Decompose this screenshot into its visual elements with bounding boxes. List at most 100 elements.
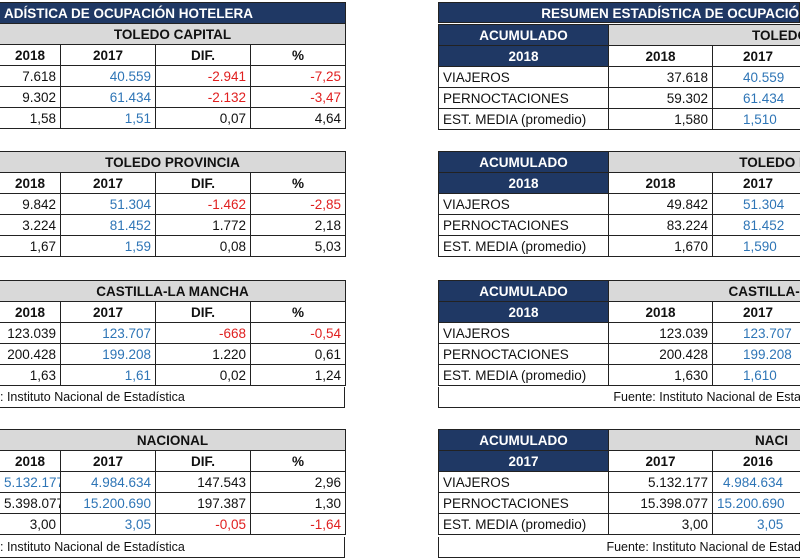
acumulado-year: 2018: [438, 45, 609, 67]
row-label: VIAJEROS: [438, 322, 609, 344]
cell: 199.208: [711, 343, 800, 365]
col-header: 2017: [711, 45, 800, 67]
col-header: 2017: [711, 301, 800, 323]
cell: 51.304: [60, 193, 156, 215]
cell: 4,64: [249, 107, 347, 129]
cell: 51.304: [711, 193, 800, 215]
cell: 3,00: [608, 513, 713, 535]
cell: 5.132.177: [0, 471, 61, 493]
cell: -668: [155, 322, 251, 344]
cell: -2.132: [155, 86, 251, 108]
cell: 1,30: [250, 492, 346, 514]
cell: 199.208: [60, 343, 156, 365]
col-header: 2017: [711, 172, 800, 194]
cell: 61.434: [60, 86, 156, 108]
col-header: 2018: [608, 172, 713, 194]
region-title: NACI: [608, 429, 800, 451]
col-header: DIF.: [155, 44, 251, 66]
cell: 1,610: [711, 364, 800, 386]
cell: 1,630: [608, 364, 713, 386]
cell: 1,67: [0, 235, 61, 257]
col-header: 2017: [60, 44, 156, 66]
cell: 1,590: [711, 235, 800, 257]
col-header: 2017: [60, 450, 156, 472]
cell: 61.434: [711, 87, 800, 109]
col-header: %: [249, 301, 347, 323]
acumulado-label: ACUMULADO: [438, 151, 609, 173]
row-label: VIAJEROS: [438, 471, 609, 493]
acumulado-label: ACUMULADO: [438, 24, 609, 46]
cell: 0,61: [249, 343, 347, 365]
cell: 123.707: [60, 322, 156, 344]
source-note: : Instituto Nacional de Estadística: [0, 537, 345, 558]
cell: 37.618: [608, 66, 713, 88]
col-header: 2017: [60, 172, 156, 194]
cell: 197.387: [155, 492, 251, 514]
block-title: TOLEDO PROVINCIA: [0, 151, 347, 173]
right-table-toledo-provincia: ACUMULADO TOLEDO P 2018 2018 2017 VIAJER…: [438, 151, 800, 257]
cell: 4.984.634: [712, 471, 800, 493]
cell: 0,08: [155, 235, 251, 257]
cell: 1.220: [155, 343, 251, 365]
cell: 3,05: [60, 513, 156, 535]
cell: 1,61: [60, 364, 156, 386]
row-label: EST. MEDIA (promedio): [438, 364, 609, 386]
cell: 81.452: [60, 214, 156, 236]
cell: 1,58: [0, 107, 61, 129]
cell: 200.428: [608, 343, 713, 365]
col-header: %: [249, 172, 347, 194]
col-header: 2018: [0, 450, 61, 472]
region-title: TOLEDO: [607, 24, 800, 46]
acumulado-label: ACUMULADO: [438, 429, 609, 451]
col-header: 2018: [608, 301, 713, 323]
col-header: DIF.: [155, 301, 251, 323]
col-header: 2016: [712, 450, 800, 472]
row-label: PERNOCTACIONES: [438, 214, 609, 236]
col-header: %: [250, 450, 346, 472]
source-note: Fuente: Instituto Nacional de Esta: [438, 387, 800, 408]
row-label: VIAJEROS: [438, 66, 609, 88]
block-title: TOLEDO CAPITAL: [0, 23, 347, 45]
cell: 1,59: [60, 235, 156, 257]
cell: 4.984.634: [60, 471, 156, 493]
left-table-nacional: NACIONAL 2018 2017 DIF. % 5.132.177 4.98…: [0, 429, 346, 535]
left-main-title: ADÍSTICA DE OCUPACIÓN HOTELERA: [0, 2, 347, 24]
acumulado-year: 2018: [438, 301, 609, 323]
cell: 147.543: [155, 471, 251, 493]
region-title: TOLEDO P: [607, 151, 800, 173]
cell: 2,96: [250, 471, 346, 493]
cell: 1,63: [0, 364, 61, 386]
cell: 49.842: [608, 193, 713, 215]
col-header: DIF.: [155, 172, 251, 194]
cell: -1,64: [250, 513, 346, 535]
cell: -7,25: [249, 65, 347, 87]
row-label: EST. MEDIA (promedio): [438, 513, 609, 535]
cell: -2,85: [249, 193, 347, 215]
cell: 0,02: [155, 364, 251, 386]
cell: 1.772: [155, 214, 251, 236]
acumulado-label: ACUMULADO: [438, 280, 609, 302]
col-header: DIF.: [155, 450, 251, 472]
cell: 0,07: [155, 107, 251, 129]
row-label: VIAJEROS: [438, 193, 609, 215]
cell: -1.462: [155, 193, 251, 215]
cell: 59.302: [608, 87, 713, 109]
right-main-title: RESUMEN ESTADÍSTICA DE OCUPACIÓ: [438, 2, 800, 23]
acumulado-year: 2018: [438, 172, 609, 194]
block-title: NACIONAL: [0, 429, 346, 451]
region-title: CASTILLA-L: [607, 280, 800, 302]
cell: -3,47: [249, 86, 347, 108]
row-label: PERNOCTACIONES: [438, 343, 609, 365]
cell: 3,00: [0, 513, 61, 535]
cell: 15.200.690: [712, 492, 800, 514]
cell: 40.559: [60, 65, 156, 87]
cell: 123.039: [608, 322, 713, 344]
cell: 123.707: [711, 322, 800, 344]
col-header: 2018: [608, 45, 713, 67]
left-table-toledo-capital: ADÍSTICA DE OCUPACIÓN HOTELERA TOLEDO CA…: [0, 2, 347, 129]
left-table-castilla-la-mancha: CASTILLA-LA MANCHA 2018 2017 DIF. % 123.…: [0, 280, 347, 386]
cell: 1,580: [608, 108, 713, 130]
col-header: %: [249, 44, 347, 66]
cell: 1,24: [249, 364, 347, 386]
block-title: CASTILLA-LA MANCHA: [0, 280, 347, 302]
